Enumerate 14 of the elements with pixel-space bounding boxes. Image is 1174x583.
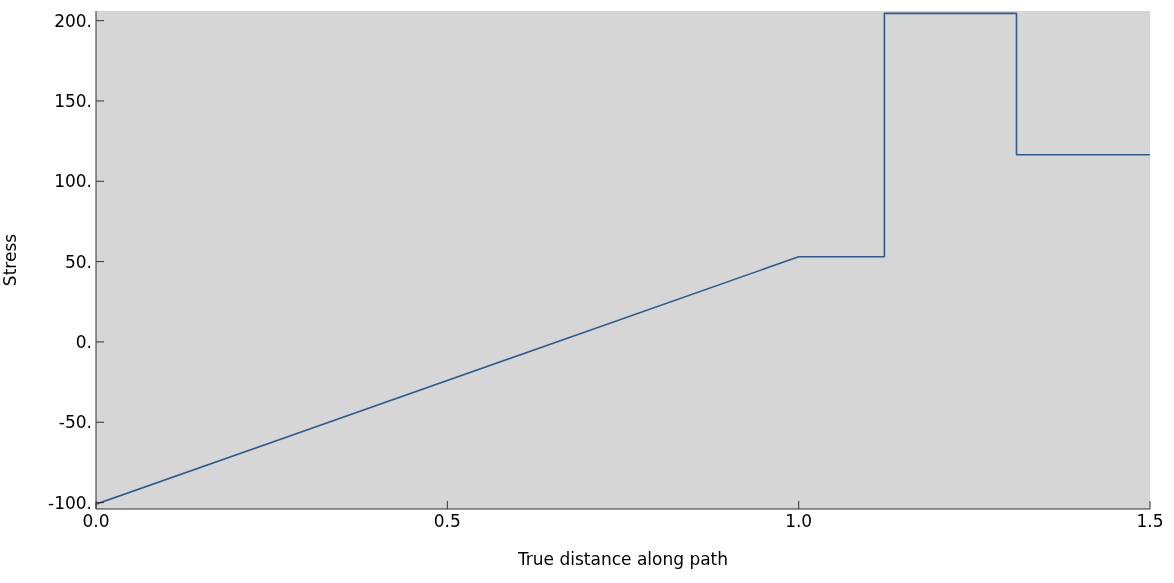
x-tick-label: 0.0 xyxy=(82,511,110,532)
x-tick-label: 1.0 xyxy=(785,511,813,532)
y-tick-label: 0. xyxy=(75,331,92,352)
y-tick-label: -100. xyxy=(48,492,92,513)
y-tick-label: -50. xyxy=(58,412,92,433)
y-tick-label: 100. xyxy=(54,171,92,192)
x-axis-title: True distance along path xyxy=(516,549,729,569)
y-tick-label: 200. xyxy=(54,10,92,31)
y-tick-label: 50. xyxy=(64,251,92,272)
x-tick-label: 0.5 xyxy=(433,511,461,532)
y-axis-title: Stress xyxy=(0,233,21,287)
y-tick-label: 150. xyxy=(54,91,92,111)
x-tick-label: 1.5 xyxy=(1136,511,1164,532)
line-series xyxy=(96,12,1150,505)
